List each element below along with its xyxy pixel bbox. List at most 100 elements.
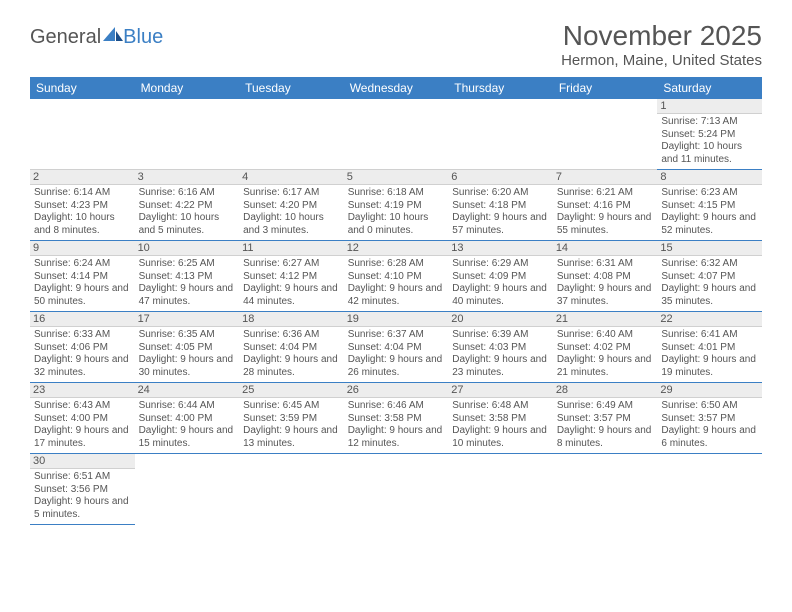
day-number: 29 xyxy=(657,383,762,398)
calendar-cell: 18Sunrise: 6:36 AMSunset: 4:04 PMDayligh… xyxy=(239,312,344,383)
day-number: 25 xyxy=(239,383,344,398)
calendar-cell: 9Sunrise: 6:24 AMSunset: 4:14 PMDaylight… xyxy=(30,241,135,312)
daylight-text: Daylight: 9 hours and 26 minutes. xyxy=(348,354,445,379)
daylight-text: Daylight: 9 hours and 35 minutes. xyxy=(661,283,758,308)
sunset-text: Sunset: 4:23 PM xyxy=(34,200,131,213)
sunset-text: Sunset: 4:13 PM xyxy=(139,271,236,284)
calendar-cell: 2Sunrise: 6:14 AMSunset: 4:23 PMDaylight… xyxy=(30,170,135,241)
calendar-cell: 12Sunrise: 6:28 AMSunset: 4:10 PMDayligh… xyxy=(344,241,449,312)
day-content: Sunrise: 6:18 AMSunset: 4:19 PMDaylight:… xyxy=(348,187,445,237)
sunrise-text: Sunrise: 6:17 AM xyxy=(243,187,340,200)
calendar-cell: 22Sunrise: 6:41 AMSunset: 4:01 PMDayligh… xyxy=(657,312,762,383)
day-content: Sunrise: 6:24 AMSunset: 4:14 PMDaylight:… xyxy=(34,258,131,308)
sail-icon xyxy=(103,27,123,41)
sunrise-text: Sunrise: 6:16 AM xyxy=(139,187,236,200)
sunrise-text: Sunrise: 6:49 AM xyxy=(557,400,654,413)
sunset-text: Sunset: 4:04 PM xyxy=(348,342,445,355)
calendar-cell xyxy=(135,99,240,170)
daylight-text: Daylight: 9 hours and 12 minutes. xyxy=(348,425,445,450)
day-content: Sunrise: 6:20 AMSunset: 4:18 PMDaylight:… xyxy=(452,187,549,237)
day-content: Sunrise: 6:14 AMSunset: 4:23 PMDaylight:… xyxy=(34,187,131,237)
month-title: November 2025 xyxy=(561,20,762,52)
day-content: Sunrise: 6:37 AMSunset: 4:04 PMDaylight:… xyxy=(348,329,445,379)
day-content: Sunrise: 6:49 AMSunset: 3:57 PMDaylight:… xyxy=(557,400,654,450)
calendar-cell: 17Sunrise: 6:35 AMSunset: 4:05 PMDayligh… xyxy=(135,312,240,383)
day-number: 22 xyxy=(657,312,762,327)
day-number: 6 xyxy=(448,170,553,185)
calendar-cell xyxy=(135,454,240,525)
day-header-row: Sunday Monday Tuesday Wednesday Thursday… xyxy=(30,77,762,99)
sunrise-text: Sunrise: 6:25 AM xyxy=(139,258,236,271)
sunrise-text: Sunrise: 6:18 AM xyxy=(348,187,445,200)
day-header: Saturday xyxy=(657,77,762,99)
calendar-cell: 1Sunrise: 7:13 AMSunset: 5:24 PMDaylight… xyxy=(657,99,762,170)
calendar-cell: 28 Sunrise: 6:49 AMSunset: 3:57 PMDayligh… xyxy=(553,383,658,454)
calendar-week: 30Sunrise: 6:51 AMSunset: 3:56 PMDayligh… xyxy=(30,454,762,525)
daylight-text: Daylight: 9 hours and 5 minutes. xyxy=(34,496,131,521)
day-header: Wednesday xyxy=(344,77,449,99)
location-text: Hermon, Maine, United States xyxy=(561,52,762,69)
day-content: Sunrise: 6:16 AMSunset: 4:22 PMDaylight:… xyxy=(139,187,236,237)
calendar-cell: 15Sunrise: 6:32 AMSunset: 4:07 PMDayligh… xyxy=(657,241,762,312)
day-content: Sunrise: 6:32 AMSunset: 4:07 PMDaylight:… xyxy=(661,258,758,308)
day-header: Tuesday xyxy=(239,77,344,99)
sunrise-text: Sunrise: 6:35 AM xyxy=(139,329,236,342)
day-number: 28 xyxy=(553,383,658,398)
calendar-cell: 24Sunrise: 6:44 AMSunset: 4:00 PMDayligh… xyxy=(135,383,240,454)
day-content: Sunrise: 6:44 AMSunset: 4:00 PMDaylight:… xyxy=(139,400,236,450)
daylight-text: Daylight: 9 hours and 52 minutes. xyxy=(661,212,758,237)
day-content: Sunrise: 6:31 AMSunset: 4:08 PMDaylight:… xyxy=(557,258,654,308)
daylight-text: Daylight: 9 hours and 40 minutes. xyxy=(452,283,549,308)
calendar-cell xyxy=(344,454,449,525)
daylight-text: Daylight: 9 hours and 42 minutes. xyxy=(348,283,445,308)
sunset-text: Sunset: 4:05 PM xyxy=(139,342,236,355)
day-content: Sunrise: 6:35 AMSunset: 4:05 PMDaylight:… xyxy=(139,329,236,379)
calendar-cell: 21Sunrise: 6:40 AMSunset: 4:02 PMDayligh… xyxy=(553,312,658,383)
sunset-text: Sunset: 4:15 PM xyxy=(661,200,758,213)
sunrise-text: Sunrise: 6:31 AM xyxy=(557,258,654,271)
sunrise-text: Sunrise: 6:40 AM xyxy=(557,329,654,342)
day-content: Sunrise: 6:27 AMSunset: 4:12 PMDaylight:… xyxy=(243,258,340,308)
day-content: Sunrise: 6:45 AMSunset: 3:59 PMDaylight:… xyxy=(243,400,340,450)
sunset-text: Sunset: 4:18 PM xyxy=(452,200,549,213)
day-content: Sunrise: 6:46 AMSunset: 3:58 PMDaylight:… xyxy=(348,400,445,450)
day-content: Sunrise: 7:13 AMSunset: 5:24 PMDaylight:… xyxy=(661,116,758,166)
sunset-text: Sunset: 4:00 PM xyxy=(139,413,236,426)
daylight-text: Daylight: 9 hours and 50 minutes. xyxy=(34,283,131,308)
day-header: Thursday xyxy=(448,77,553,99)
day-number: 27 xyxy=(448,383,553,398)
daylight-text: Daylight: 9 hours and 44 minutes. xyxy=(243,283,340,308)
day-content: Sunrise: 6:23 AMSunset: 4:15 PMDaylight:… xyxy=(661,187,758,237)
sunset-text: Sunset: 3:56 PM xyxy=(34,484,131,497)
calendar-week: 23Sunrise: 6:43 AMSunset: 4:00 PMDayligh… xyxy=(30,383,762,454)
day-number: 14 xyxy=(553,241,658,256)
calendar-cell: 25 Sunrise: 6:45 AMSunset: 3:59 PMDayligh… xyxy=(239,383,344,454)
sunset-text: Sunset: 3:58 PM xyxy=(452,413,549,426)
sunset-text: Sunset: 4:20 PM xyxy=(243,200,340,213)
daylight-text: Daylight: 10 hours and 3 minutes. xyxy=(243,212,340,237)
day-header: Monday xyxy=(135,77,240,99)
brand-part1: General xyxy=(30,26,101,49)
calendar-cell xyxy=(657,454,762,525)
daylight-text: Daylight: 9 hours and 17 minutes. xyxy=(34,425,131,450)
calendar-cell: 27Sunrise: 6:48 AMSunset: 3:58 PMDayligh… xyxy=(448,383,553,454)
calendar-cell: 23Sunrise: 6:43 AMSunset: 4:00 PMDayligh… xyxy=(30,383,135,454)
sunrise-text: Sunrise: 6:46 AM xyxy=(348,400,445,413)
day-number: 10 xyxy=(135,241,240,256)
day-number: 11 xyxy=(239,241,344,256)
calendar-cell xyxy=(553,99,658,170)
day-number: 30 xyxy=(30,454,135,469)
daylight-text: Daylight: 10 hours and 8 minutes. xyxy=(34,212,131,237)
calendar-cell xyxy=(30,99,135,170)
daylight-text: Daylight: 9 hours and 6 minutes. xyxy=(661,425,758,450)
sunset-text: Sunset: 5:24 PM xyxy=(661,129,758,142)
sunrise-text: Sunrise: 6:23 AM xyxy=(661,187,758,200)
sunset-text: Sunset: 4:07 PM xyxy=(661,271,758,284)
sunset-text: Sunset: 4:04 PM xyxy=(243,342,340,355)
calendar-week: 16Sunrise: 6:33 AMSunset: 4:06 PMDayligh… xyxy=(30,312,762,383)
daylight-text: Daylight: 9 hours and 47 minutes. xyxy=(139,283,236,308)
calendar-cell xyxy=(448,454,553,525)
day-number: 13 xyxy=(448,241,553,256)
sunset-text: Sunset: 4:08 PM xyxy=(557,271,654,284)
sunset-text: Sunset: 4:09 PM xyxy=(452,271,549,284)
